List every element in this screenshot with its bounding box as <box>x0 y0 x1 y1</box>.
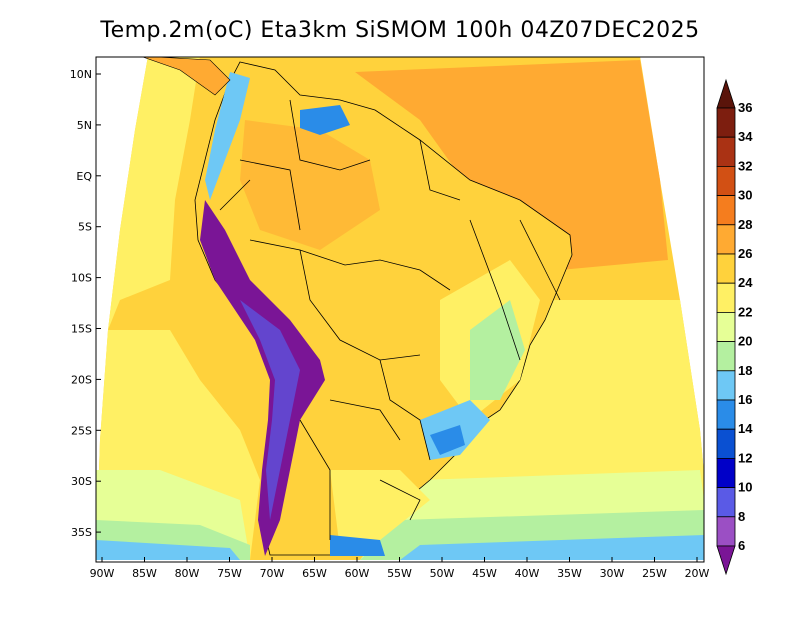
colorbar: 36 34 32 30 28 26 24 22 20 18 16 14 12 10 8 6 <box>716 78 753 576</box>
colorbar-band <box>716 341 736 372</box>
lon-label: 75W <box>217 567 242 580</box>
pacific-warm-zone <box>108 57 200 330</box>
colorbar-label: 26 <box>738 246 752 261</box>
colorbar-label: 14 <box>738 421 753 436</box>
colorbar-bottom-triangle <box>716 545 736 576</box>
atlantic-warm-zone <box>355 60 668 270</box>
lon-label: 30W <box>600 567 625 580</box>
lon-label: 60W <box>345 567 370 580</box>
lon-label: 55W <box>387 567 412 580</box>
colorbar-band <box>716 487 736 518</box>
colorbar-label: 10 <box>738 480 752 495</box>
lat-label: 15S <box>71 323 92 336</box>
lat-label: EQ <box>76 170 92 183</box>
colorbar-band <box>716 399 736 430</box>
colorbar-label: 24 <box>738 275 753 290</box>
country-borders <box>219 99 561 540</box>
colorbar-band <box>716 370 736 401</box>
colorbar-label: 30 <box>738 188 752 203</box>
colorbar-band <box>716 457 736 488</box>
colorbar-label: 22 <box>738 304 752 319</box>
colorbar-band <box>716 516 736 547</box>
colorbar-band <box>716 136 736 167</box>
southeast-blue <box>430 425 465 455</box>
lat-label: 20S <box>71 373 92 386</box>
colorbar-band <box>716 195 736 226</box>
lon-label: 85W <box>132 567 157 580</box>
south-atlantic-blue <box>400 535 704 560</box>
central-america <box>141 57 231 96</box>
pacific-blue-patch <box>96 540 240 560</box>
colorbar-label: 6 <box>738 538 745 553</box>
lon-label: 35W <box>557 567 582 580</box>
lat-label: 10N <box>70 68 92 81</box>
lat-label: 5N <box>77 119 92 132</box>
colorbar-label: 12 <box>738 450 752 465</box>
lat-label: 10S <box>71 272 92 285</box>
brazil-highlands-cool <box>470 300 525 400</box>
lon-label: 50W <box>430 567 455 580</box>
colorbar-band <box>716 107 736 138</box>
amazon-warm-patch <box>240 120 380 250</box>
map-title: Temp.2m(oC) Eta3km SiSMOM 100h 04Z07DEC2… <box>100 18 700 43</box>
guiana-highlands <box>300 105 350 135</box>
longitude-axis: 90W 85W 80W 75W 70W 65W 60W 55W 50W 45W 40W 35W 30W 2… <box>90 557 710 580</box>
colorbar-label: 28 <box>738 217 752 232</box>
colorbar-top-triangle <box>716 78 736 109</box>
andes-core <box>240 300 300 520</box>
andes-central <box>200 200 325 556</box>
lon-label: 20W <box>685 567 710 580</box>
colorbar-band <box>716 428 736 459</box>
lat-label: 30S <box>71 475 92 488</box>
lon-label: 80W <box>175 567 200 580</box>
colorbar-label: 8 <box>738 509 745 524</box>
lon-label: 65W <box>302 567 327 580</box>
andes-north <box>205 72 250 200</box>
lat-label: 25S <box>71 424 92 437</box>
colorbar-band <box>716 282 736 313</box>
pampas-cool <box>330 470 430 550</box>
colorbar-label: 36 <box>738 100 752 115</box>
colorbar-band <box>716 224 736 255</box>
colorbar-label: 20 <box>738 334 752 349</box>
lon-label: 90W <box>90 567 115 580</box>
lon-label: 25W <box>642 567 667 580</box>
colorbar-label: 32 <box>738 158 752 173</box>
latitude-axis: 10N 5N EQ 5S 10S 15S 20S 25S 30S 35S <box>70 68 101 539</box>
lat-label: 35S <box>71 526 92 539</box>
colorbar-label: 18 <box>738 363 752 378</box>
colorbar-band <box>716 253 736 284</box>
colorbar-band <box>716 165 736 196</box>
patagonia-cold <box>330 535 385 556</box>
colorbar-band <box>716 311 736 342</box>
lat-label: 5S <box>78 221 92 234</box>
colorbar-label: 16 <box>738 392 752 407</box>
lon-label: 70W <box>260 567 285 580</box>
lon-label: 40W <box>515 567 540 580</box>
lon-label: 45W <box>472 567 497 580</box>
colorbar-label: 34 <box>738 129 753 144</box>
